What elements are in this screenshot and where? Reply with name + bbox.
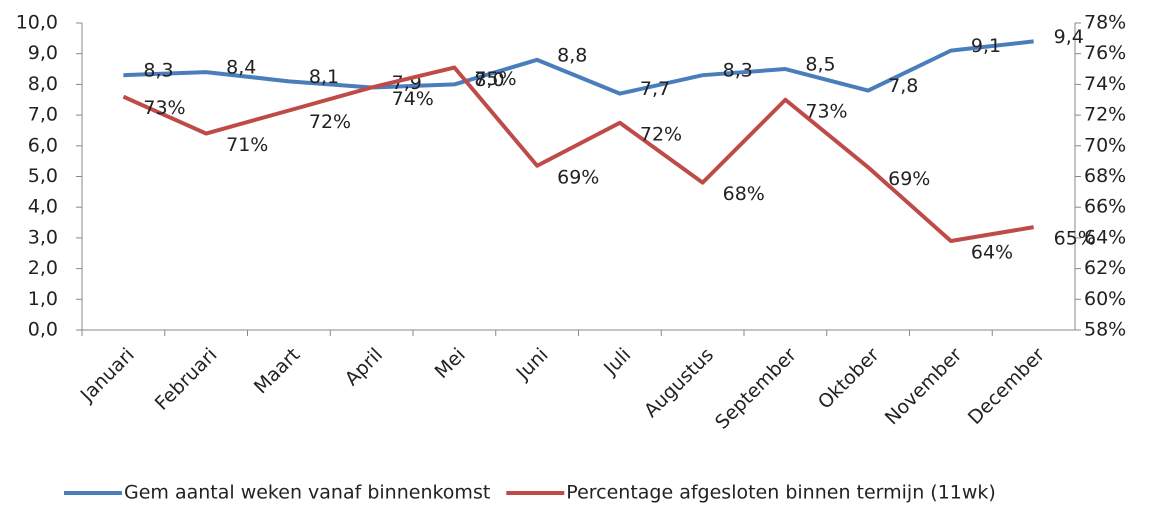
value-label: 73%	[805, 100, 847, 122]
y-tick-label: 3,0	[28, 226, 58, 248]
value-label: 7,8	[888, 75, 918, 97]
value-label: 75%	[474, 68, 516, 90]
value-label: 8,3	[143, 60, 173, 82]
y-tick-label: 0,0	[28, 319, 58, 341]
y2-tick-label: 72%	[1084, 104, 1126, 126]
value-label: 72%	[640, 123, 682, 145]
y-tick-label: 2,0	[28, 257, 58, 279]
value-label: 8,3	[723, 60, 753, 82]
value-label: 8,0	[474, 69, 504, 91]
x-tick-label: Oktober	[814, 344, 884, 414]
x-tick-label: Mei	[431, 344, 470, 383]
value-label: 8,1	[309, 66, 339, 88]
x-tick-label: September	[711, 344, 801, 434]
x-tick-label: April	[341, 344, 387, 390]
legend-label: Gem aantal weken vanaf binnenkomst	[124, 482, 490, 504]
value-label: 8,5	[805, 54, 835, 76]
x-tick-label: Augustus	[640, 344, 718, 422]
x-tick-label: Maart	[250, 344, 304, 398]
value-label: 65%	[1054, 228, 1096, 250]
value-label: 68%	[723, 183, 765, 205]
y-tick-label: 4,0	[28, 196, 58, 218]
value-label: 72%	[309, 111, 351, 133]
value-label: 9,1	[971, 35, 1001, 57]
value-label: 8,8	[557, 44, 587, 66]
x-tick-label: Februari	[151, 344, 222, 415]
value-label: 64%	[971, 241, 1013, 263]
series-line	[123, 39, 1034, 96]
series-line	[122, 65, 1034, 243]
x-tick-label: Juni	[512, 344, 553, 385]
y2-tick-label: 60%	[1084, 288, 1126, 310]
y2-tick-label: 68%	[1084, 165, 1126, 187]
y-tick-label: 6,0	[28, 134, 58, 156]
value-label: 7,7	[640, 78, 670, 100]
y2-tick-label: 76%	[1084, 42, 1126, 64]
y2-tick-label: 78%	[1084, 12, 1126, 34]
x-tick-label: December	[964, 344, 1049, 429]
y-tick-label: 8,0	[28, 73, 58, 95]
y-tick-label: 5,0	[28, 165, 58, 187]
y-tick-label: 9,0	[28, 42, 58, 64]
value-label: 71%	[226, 134, 268, 156]
x-tick-label: November	[881, 344, 967, 430]
y2-tick-label: 62%	[1084, 257, 1126, 279]
y2-tick-label: 58%	[1084, 319, 1126, 341]
value-label: 74%	[392, 88, 434, 110]
y-tick-label: 7,0	[28, 104, 58, 126]
y2-tick-label: 74%	[1084, 73, 1126, 95]
legend-label: Percentage afgesloten binnen termijn (11…	[566, 482, 996, 504]
value-label: 73%	[143, 97, 185, 119]
x-tick-label: Juli	[599, 344, 635, 380]
x-tick-label: Januari	[76, 344, 139, 407]
value-label: 69%	[557, 166, 599, 188]
y2-tick-label: 64%	[1084, 226, 1126, 248]
y2-tick-label: 66%	[1084, 196, 1126, 218]
value-label: 9,4	[1054, 26, 1084, 48]
value-label: 69%	[888, 168, 930, 190]
y-tick-label: 10,0	[16, 12, 58, 34]
y-tick-label: 1,0	[28, 288, 58, 310]
value-label: 8,4	[226, 57, 256, 79]
y2-tick-label: 70%	[1084, 134, 1126, 156]
